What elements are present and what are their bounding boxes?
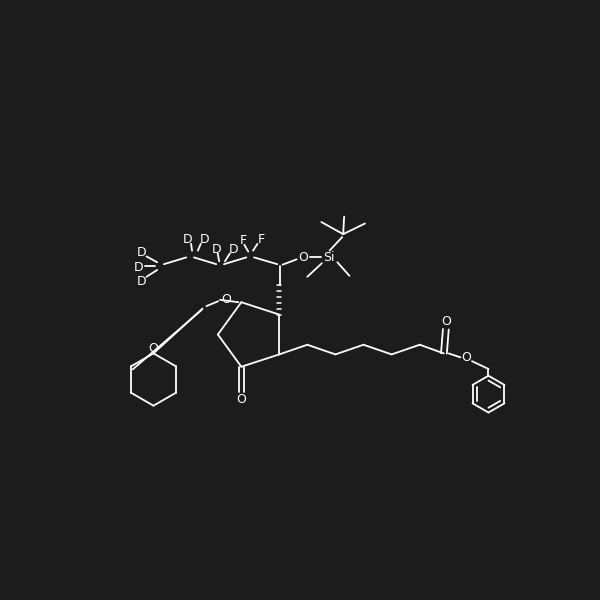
Text: D: D [134,260,143,274]
Text: D: D [137,246,146,259]
Text: O: O [221,293,231,307]
Text: D: D [211,242,221,256]
Text: F: F [257,233,265,247]
Text: D: D [200,233,209,246]
Text: O: O [461,351,470,364]
Text: F: F [239,235,247,247]
Text: O: O [299,251,308,264]
Text: Si: Si [323,251,335,264]
Text: O: O [236,392,246,406]
Text: O: O [441,315,451,328]
Text: D: D [137,275,146,288]
Text: D: D [229,242,239,256]
Text: O: O [149,342,158,355]
Text: D: D [183,233,193,246]
